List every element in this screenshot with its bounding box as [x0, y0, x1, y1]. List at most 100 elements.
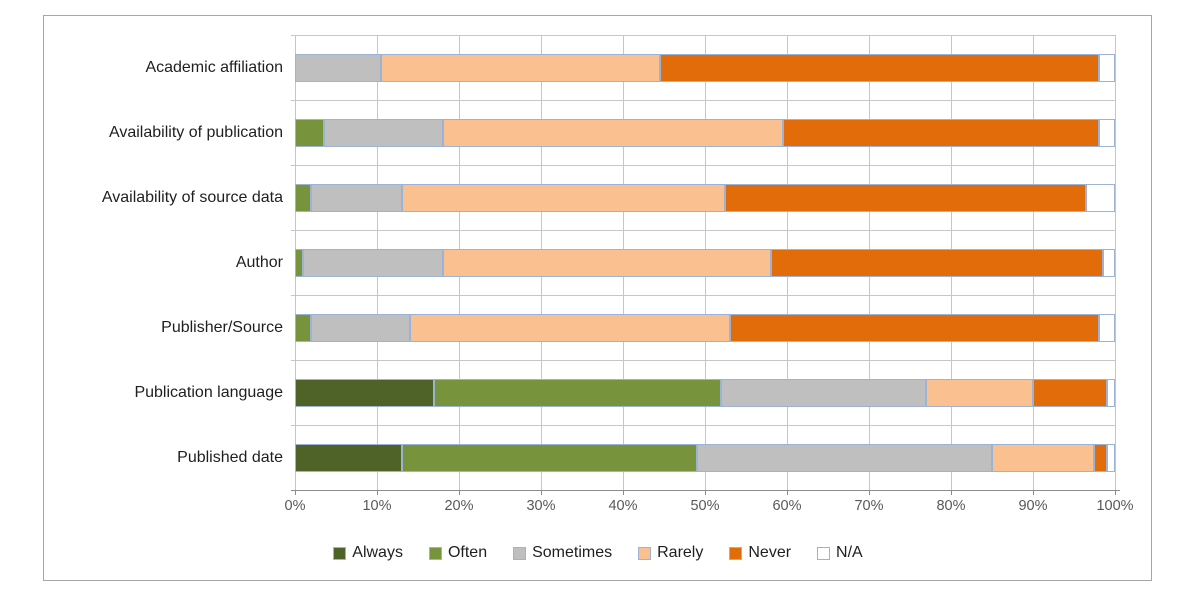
- legend-label: Always: [352, 544, 403, 561]
- legend-label: Rarely: [657, 544, 704, 561]
- bar-segment-rarely: [991, 444, 1095, 472]
- bar-segment-never: [770, 249, 1103, 277]
- x-axis-tick-label: 70%: [854, 498, 884, 514]
- x-axis-tick-label: 100%: [1096, 498, 1134, 514]
- legend-swatch-icon: [817, 546, 831, 560]
- bar-segment-never: [729, 314, 1099, 342]
- x-axis-tick: [787, 490, 788, 495]
- bar-segment-rarely: [442, 249, 771, 277]
- bar-segment-never: [659, 54, 1099, 82]
- bar-segment-always: [295, 444, 402, 472]
- bar-segment-sometimes: [311, 184, 402, 212]
- legend-label: Often: [447, 544, 488, 561]
- bar-segment-never: [1094, 444, 1107, 472]
- horizontal-gridline: [291, 360, 1116, 361]
- bar-segment-sometimes: [696, 444, 992, 472]
- bar-segment-often: [295, 249, 304, 277]
- bar-segment-rarely: [926, 379, 1033, 407]
- x-axis-tick-label: 80%: [936, 498, 966, 514]
- bar-segment-sometimes: [721, 379, 927, 407]
- x-axis-tick: [623, 490, 624, 495]
- bar-segment-n-a: [1106, 379, 1115, 407]
- x-axis-tick-label: 20%: [444, 498, 474, 514]
- legend-label: N/A: [836, 544, 863, 561]
- x-axis-tick-label: 40%: [608, 498, 638, 514]
- bar-segment-never: [782, 119, 1099, 147]
- bar-segment-sometimes: [311, 314, 410, 342]
- x-axis-tick: [1033, 490, 1034, 495]
- x-axis-tick-label: 10%: [362, 498, 392, 514]
- x-axis-tick-label: 30%: [526, 498, 556, 514]
- bar-row: [295, 314, 1115, 342]
- x-axis-tick: [377, 490, 378, 495]
- x-axis-tick: [869, 490, 870, 495]
- vertical-gridline: [1115, 35, 1116, 490]
- bar-segment-n-a: [1098, 314, 1115, 342]
- category-label: Publication language: [134, 384, 283, 401]
- bar-segment-often: [295, 314, 312, 342]
- legend-swatch-icon: [333, 546, 347, 560]
- category-label: Academic affiliation: [145, 59, 283, 76]
- bar-segment-never: [725, 184, 1087, 212]
- bar-segment-always: [295, 379, 435, 407]
- plot-area: [291, 35, 1116, 491]
- bar-row: [295, 444, 1115, 472]
- legend: Always Often Sometimes Rarely Never N/A: [43, 542, 1153, 564]
- legend-item-rarely: Rarely: [638, 544, 703, 562]
- x-axis-tick-label: 50%: [690, 498, 720, 514]
- legend-item-n-a: N/A: [817, 544, 863, 562]
- legend-swatch-icon: [729, 546, 743, 560]
- bar-segment-often: [295, 119, 324, 147]
- bar-segment-rarely: [381, 54, 660, 82]
- bar-row: [295, 54, 1115, 82]
- legend-item-never: Never: [729, 544, 791, 562]
- bar-segment-rarely: [442, 119, 783, 147]
- category-label: Author: [235, 254, 283, 271]
- chart-frame: [43, 15, 1152, 581]
- bar-segment-n-a: [1086, 184, 1115, 212]
- horizontal-gridline: [291, 35, 1116, 36]
- x-axis-tick: [951, 490, 952, 495]
- horizontal-gridline: [291, 425, 1116, 426]
- legend-swatch-icon: [638, 546, 652, 560]
- legend-swatch-icon: [428, 546, 442, 560]
- category-label: Published date: [177, 449, 283, 466]
- legend-label: Sometimes: [532, 544, 613, 561]
- bar-row: [295, 119, 1115, 147]
- legend-swatch-icon: [513, 546, 527, 560]
- horizontal-gridline: [291, 100, 1116, 101]
- bar-segment-rarely: [401, 184, 726, 212]
- bar-segment-sometimes: [323, 119, 443, 147]
- x-axis-tick: [459, 490, 460, 495]
- x-axis-tick-label: 60%: [772, 498, 802, 514]
- bar-segment-n-a: [1102, 249, 1115, 277]
- bar-segment-never: [1032, 379, 1107, 407]
- bar-segment-sometimes: [295, 54, 382, 82]
- horizontal-gridline: [291, 295, 1116, 296]
- bar-segment-n-a: [1098, 119, 1115, 147]
- bar-row: [295, 379, 1115, 407]
- legend-item-often: Often: [428, 544, 488, 562]
- bar-segment-sometimes: [303, 249, 443, 277]
- bar-row: [295, 184, 1115, 212]
- x-axis-tick-label: 90%: [1018, 498, 1048, 514]
- bar-segment-often: [401, 444, 697, 472]
- legend-label: Never: [748, 544, 792, 561]
- legend-item-sometimes: Sometimes: [513, 544, 612, 562]
- bar-row: [295, 249, 1115, 277]
- bar-segment-n-a: [1106, 444, 1115, 472]
- bar-segment-rarely: [409, 314, 730, 342]
- category-label: Availability of source data: [101, 189, 283, 206]
- category-label: Availability of publication: [108, 124, 283, 141]
- category-label: Publisher/Source: [161, 319, 283, 336]
- bar-segment-n-a: [1098, 54, 1115, 82]
- horizontal-gridline: [291, 165, 1116, 166]
- x-axis-tick-label: 0%: [284, 498, 306, 514]
- x-axis-tick: [1115, 490, 1116, 495]
- legend-item-always: Always: [333, 544, 403, 562]
- x-axis-tick: [705, 490, 706, 495]
- horizontal-gridline: [291, 230, 1116, 231]
- x-axis-tick: [541, 490, 542, 495]
- bar-segment-often: [295, 184, 312, 212]
